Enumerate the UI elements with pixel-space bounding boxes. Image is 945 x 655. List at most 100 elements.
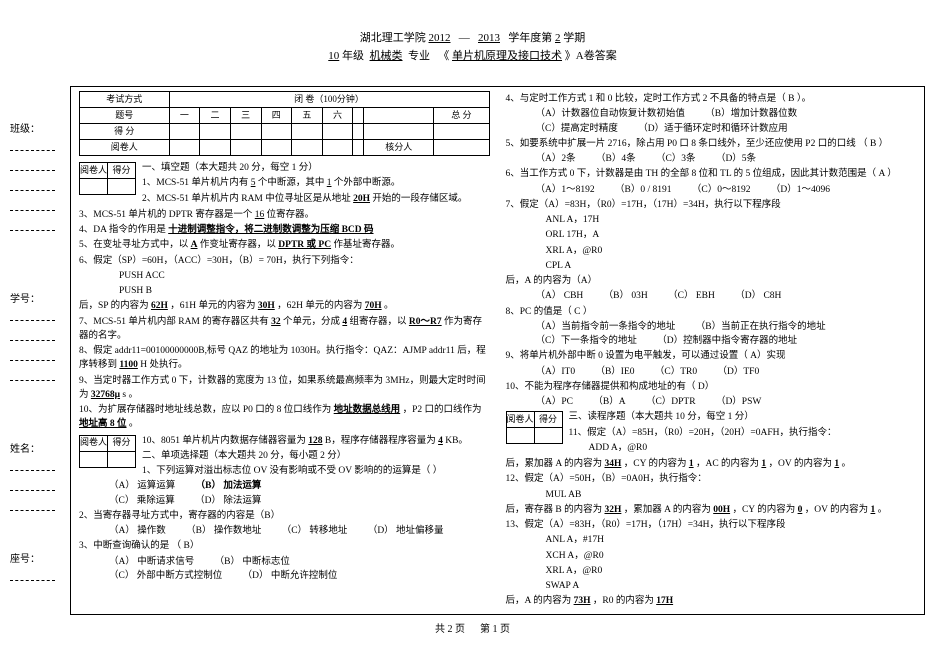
q9: 9、当定时器工作方式 0 下，计数器的宽度为 13 位，如果系统最高频率为 3M… bbox=[79, 374, 490, 403]
year2: 2013 bbox=[478, 32, 500, 44]
rq8-b: （B）当前正在执行指令的地址 bbox=[696, 320, 826, 334]
s2q1-a: （A） 运算运算 bbox=[109, 479, 175, 493]
sec3-title: 三、读程序题（本大题共 10 分，每空 1 分） bbox=[569, 410, 837, 424]
q7: 7、MCS-51 单片机内部 RAM 的寄存器区共有 32 个单元，分成 4 组… bbox=[79, 315, 490, 344]
col-4: 四 bbox=[261, 108, 292, 124]
col-3: 三 bbox=[230, 108, 261, 124]
rq4-a: （A）计数器位自动恢复计数初始值 bbox=[536, 107, 685, 121]
q5-a2: DPTR 或 PC bbox=[278, 240, 331, 250]
s2q3-d: （D） 中断允许控制位 bbox=[243, 569, 338, 583]
closed-book: 闭 卷（100分钟） bbox=[169, 92, 489, 108]
q4-a: 十进制调整指令，将二进制数调整为压缩 BCD 码 bbox=[168, 225, 373, 235]
q4: 4、DA 指令的作用是 十进制调整指令，将二进制数调整为压缩 BCD 码 bbox=[79, 223, 490, 237]
q2-e: 开始的一段存储区域。 bbox=[372, 194, 467, 204]
q3: 3、MCS-51 单片机的 DPTR 寄存器是一个 16 位寄存器。 bbox=[79, 208, 490, 222]
rq13-r: 后，A 的内容为 73H ，R0 的内容为 17H bbox=[506, 594, 917, 608]
q5-e: 作基址寄存器。 bbox=[333, 240, 400, 250]
rq10-c: （C）DPTR bbox=[646, 395, 696, 409]
q9-t: 9、当定时器工作方式 0 下，计数器的宽度为 13 位，如果系统最高频率为 3M… bbox=[79, 376, 486, 400]
rq6-opts: （A）1～8192 （B）0 / 8191 （C）0～8192 （D）1～409… bbox=[506, 183, 917, 197]
right-column: 4、与定时工作方式 1 和 0 比较，定时工作方式 2 不具备的特点是（ B ）… bbox=[498, 87, 925, 614]
rq8-c: （C）下一条指令的地址 bbox=[536, 334, 637, 348]
label-xingming: 姓名： bbox=[10, 440, 40, 455]
rq13-1: ANL A，#17H bbox=[506, 533, 917, 547]
rq6-d: （D）1～4096 bbox=[771, 183, 830, 197]
q5-m: 作变址寄存器，以 bbox=[200, 240, 276, 250]
label-zuohao: 座号： bbox=[10, 550, 40, 565]
q6-r1: 62H bbox=[151, 301, 168, 311]
s3-score: 得分 bbox=[534, 412, 562, 428]
q3-a: 16 bbox=[255, 210, 265, 220]
s2-score: 得分 bbox=[108, 435, 136, 451]
rq13-a2: 17H bbox=[656, 596, 673, 606]
score-table: 考试方式 闭 卷（100分钟） 题号 一 二 三 四 五 六 总 分 得 分 阅… bbox=[79, 91, 490, 156]
col-total: 总 分 bbox=[434, 108, 489, 124]
rq12-a3: 0 bbox=[798, 505, 803, 515]
rq7-a: （A） CBH bbox=[536, 289, 584, 303]
semlabel: 学期 bbox=[563, 32, 585, 44]
rq13-3: XRL A，@R0 bbox=[506, 564, 917, 578]
label-banji: 班级： bbox=[10, 120, 40, 135]
rq11-rt: 后，累加器 A 的内容为 bbox=[506, 459, 603, 469]
rq4: 4、与定时工作方式 1 和 0 比较，定时工作方式 2 不具备的特点是（ B ）… bbox=[506, 92, 917, 106]
s2q2-b: （B） 操作数地址 bbox=[186, 524, 261, 538]
binding-sidebar: 班级： 学号： 姓名： 座号： bbox=[10, 90, 65, 615]
rq9-a: （A）IT0 bbox=[536, 365, 576, 379]
row-score: 得 分 bbox=[80, 124, 170, 140]
s2-marker: 阅卷人 bbox=[80, 435, 108, 451]
page-footer: 共 2 页 第 1 页 bbox=[0, 620, 945, 635]
rq6: 6、当工作方式 0 下，计数器是由 TH 的全部 8 位和 TL 的 5 位组成… bbox=[506, 167, 917, 181]
sec3-scorebox: 阅卷人得分 bbox=[506, 411, 563, 444]
q6-r: 后，SP 的内容为 62H ，61H 单元的内容为 30H ，62H 单元的内容… bbox=[79, 299, 490, 313]
rq13-a1: 73H bbox=[574, 596, 591, 606]
rq13-2: XCH A，@R0 bbox=[506, 549, 917, 563]
q10a-e: 。 bbox=[129, 419, 139, 429]
q9-a: 32768μ bbox=[91, 390, 120, 400]
school-name: 湖北理工学院 bbox=[360, 32, 426, 44]
rq11-m2: ，AC 的内容为 bbox=[696, 459, 759, 469]
rq5-d: （D）5条 bbox=[716, 152, 756, 166]
col-1: 一 bbox=[169, 108, 200, 124]
rq8-opts: （A）当前指令前一条指令的地址 （B）当前正在执行指令的地址 （C）下一条指令的… bbox=[506, 320, 917, 349]
q6-1: PUSH ACC bbox=[79, 269, 490, 283]
s2q3-b: （B） 中断标志位 bbox=[215, 555, 290, 569]
rq8: 8、PC 的值是（ C ） bbox=[506, 305, 917, 319]
gradelabel: 年级 bbox=[342, 50, 364, 62]
q5-t: 5、在变址寻址方式中，以 bbox=[79, 240, 188, 250]
rq9-c: （C）TR0 bbox=[655, 365, 697, 379]
q2: 2、MCS-51 单片机片内 RAM 中位寻址区是从地址 20H 开始的一段存储… bbox=[142, 192, 467, 206]
q7-m: 个单元，分成 bbox=[283, 317, 340, 327]
rq6-b: （B）0 / 8191 bbox=[615, 183, 671, 197]
s2q1-d: （D） 除法运算 bbox=[195, 494, 261, 508]
sec1-scorebox: 阅卷人得分 bbox=[79, 162, 136, 195]
q7-t: 7、MCS-51 单片机内部 RAM 的寄存器区共有 bbox=[79, 317, 269, 327]
rq10-b: （B）A bbox=[593, 395, 625, 409]
rq13-4: SWAP A bbox=[506, 579, 917, 593]
s2q2-opts: （A） 操作数 （B） 操作数地址 （C） 转移地址 （D） 地址偏移量 bbox=[79, 524, 490, 538]
rq5-opts: （A）2条 （B）4条 （C）3条 （D）5条 bbox=[506, 152, 917, 166]
s2q3-opts: （A） 中断请求信号 （B） 中断标志位 （C） 外部中断方式控制位 （D） 中… bbox=[79, 555, 490, 584]
rq12-a2: 00H bbox=[713, 505, 730, 515]
majorlabel: 专业 bbox=[408, 50, 430, 62]
course-open: 《 bbox=[438, 50, 449, 62]
rq12-rt: 后，寄存器 B 的内容为 bbox=[506, 505, 603, 515]
rq4-c: （C）提高定时精度 bbox=[536, 122, 618, 136]
s2q3: 3、中断查询确认的是 （ B） bbox=[79, 539, 490, 553]
rq5-c: （C）3条 bbox=[656, 152, 696, 166]
exam-method: 考试方式 bbox=[80, 92, 170, 108]
label-xuehao: 学号： bbox=[10, 290, 40, 305]
rq11-a1: 34H bbox=[604, 459, 621, 469]
rq4-opts: （A）计数器位自动恢复计数初始值 （B）增加计数器位数 （C）提高定时精度 （D… bbox=[506, 107, 917, 136]
q8-a: 1100 bbox=[119, 360, 137, 370]
s2q2-a: （A） 操作数 bbox=[109, 524, 166, 538]
q6-2: PUSH B bbox=[79, 284, 490, 298]
doc-header: 湖北理工学院 2012 — 2013 学年度第 2 学期 10 年级 机械类 专… bbox=[0, 0, 945, 65]
rq11-m3: ，OV 的内容为 bbox=[769, 459, 832, 469]
s2q1: 1、下列运算对溢出标志位 OV 没有影响或不受 OV 影响的的运算是（ ） bbox=[142, 464, 468, 478]
q10a-t: 10、为扩展存储器时地址线总数，应以 P0 口的 8 位口线作为 bbox=[79, 405, 331, 415]
year1: 2012 bbox=[429, 32, 451, 44]
rq4-b: （B）增加计数器位数 bbox=[705, 107, 797, 121]
q9-e: s 。 bbox=[122, 390, 138, 400]
q10a-m: ，P2 口的口线作为 bbox=[403, 405, 482, 415]
rq9-opts: （A）IT0 （B）IE0 （C）TR0 （D）TF0 bbox=[506, 365, 917, 379]
